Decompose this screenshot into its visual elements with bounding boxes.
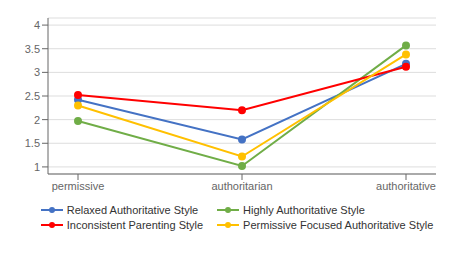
html-text:Permissive Focused Authoritati: Permissive Focused Authoritative Style [243,219,434,231]
svg-text:permissive: permissive [52,180,105,192]
svg-text:3.5: 3.5 [25,43,40,55]
svg-text:4: 4 [34,19,40,31]
svg-text:authoritarian: authoritarian [211,180,272,192]
svg-text:1: 1 [34,161,40,173]
svg-text:1.5: 1.5 [25,137,40,149]
svg-text:authoritative: authoritative [376,180,436,192]
html-text:Relaxed Authoritative Style: Relaxed Authoritative Style [66,204,199,216]
html-text:Highly Authoritative Style: Highly Authoritative Style [243,204,365,216]
svg-text:2.5: 2.5 [25,90,40,102]
svg-text:3: 3 [34,66,40,78]
html-text:Inconsistent Parenting Style: Inconsistent Parenting Style [66,219,204,231]
svg-text:2: 2 [34,114,40,126]
